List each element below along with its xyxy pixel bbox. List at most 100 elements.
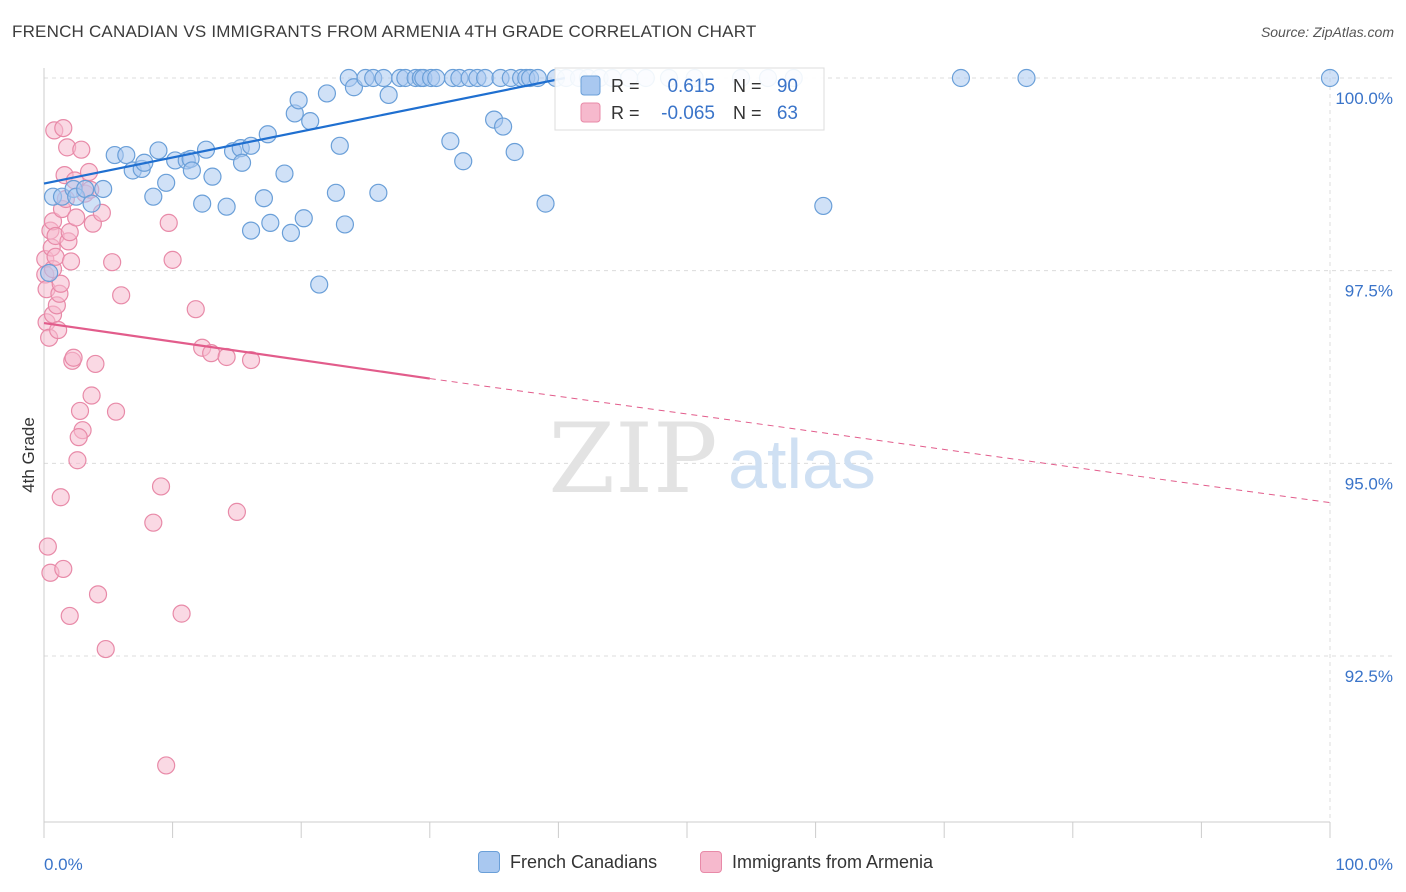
pink-data-point — [227, 502, 246, 521]
stats-n-value-pink: 63 — [777, 103, 798, 124]
pink-trend-line — [43, 321, 430, 380]
blue-data-point — [1320, 68, 1340, 88]
legend-label-blue: French Canadians — [510, 851, 658, 872]
blue-data-point — [294, 209, 313, 228]
stats-box: R = 0.615 N = 90 R = -0.065 N = 63 — [554, 67, 825, 131]
pink-data-point — [159, 213, 178, 232]
tick-labels: 100.0% 97.5% 95.0% 92.5% 0.0% 100.0% — [44, 89, 1393, 874]
blue-data-point — [374, 68, 393, 88]
y-axis-label: 4th Grade — [19, 417, 38, 493]
blue-data-point — [289, 91, 308, 110]
pink-data-point — [186, 300, 205, 319]
pink-data-point — [51, 488, 70, 507]
stats-n-value-blue: 90 — [777, 76, 798, 97]
pink-data-point — [172, 604, 191, 623]
legend-swatch-pink — [700, 851, 722, 873]
legend-label-pink: Immigrants from Armenia — [732, 851, 934, 872]
blue-data-point — [94, 179, 113, 199]
blue-data-point — [281, 223, 301, 243]
blue-data-point — [454, 152, 473, 171]
pink-data-point — [69, 428, 88, 447]
stats-r-value-blue: 0.615 — [667, 76, 715, 97]
blue-data-point — [475, 68, 495, 88]
legend-swatch-blue — [478, 851, 500, 873]
blue-series-points — [40, 68, 1340, 294]
pink-data-point — [46, 247, 65, 266]
grid-lines — [44, 70, 1392, 822]
blue-data-point — [310, 275, 329, 294]
pink-data-point — [157, 756, 176, 775]
pink-data-point — [79, 162, 99, 182]
pink-data-point — [60, 606, 79, 626]
pink-data-point — [82, 386, 101, 405]
blue-data-point — [1017, 68, 1036, 88]
blue-data-point — [330, 136, 349, 155]
blue-data-point — [157, 173, 176, 192]
blue-data-point — [254, 189, 274, 208]
pink-trend-extension — [429, 378, 1331, 504]
blue-data-point — [193, 194, 212, 213]
stats-n-label-blue: N = — [733, 76, 762, 96]
stats-r-label-pink: R = — [611, 103, 640, 123]
pink-series-points — [36, 118, 261, 775]
blue-data-point — [427, 68, 446, 88]
pink-data-point — [151, 477, 171, 496]
blue-data-point — [951, 68, 971, 88]
y-tick-label: 95.0% — [1345, 474, 1393, 493]
blue-data-point — [261, 213, 280, 232]
blue-data-point — [144, 187, 163, 206]
blue-data-point — [217, 197, 236, 216]
pink-data-point — [51, 274, 70, 293]
stats-n-label-pink: N = — [733, 103, 762, 123]
pink-data-point — [86, 354, 105, 374]
legend-item-french-canadians: French Canadians — [478, 851, 657, 873]
pink-data-point — [106, 402, 126, 421]
blue-data-point — [505, 142, 524, 162]
blue-data-point — [149, 141, 168, 160]
pink-data-point — [112, 286, 131, 305]
y-tick-label: 100.0% — [1335, 89, 1393, 108]
pink-data-point — [54, 559, 73, 579]
blue-data-point — [182, 161, 201, 180]
blue-data-point — [275, 164, 294, 183]
blue-data-point — [40, 263, 59, 283]
blue-data-point — [814, 196, 833, 216]
blue-data-point — [203, 167, 222, 186]
pink-data-point — [54, 118, 73, 138]
pink-data-point — [96, 639, 115, 659]
axes — [43, 68, 1331, 838]
blue-data-point — [232, 153, 252, 172]
pink-data-point — [72, 140, 91, 159]
y-tick-label: 92.5% — [1345, 667, 1393, 686]
x-tick-label-max: 100.0% — [1335, 855, 1393, 874]
stats-swatch-pink — [580, 102, 601, 123]
stats-r-value-pink: -0.065 — [661, 103, 715, 124]
blue-data-point — [379, 85, 398, 105]
blue-data-point — [82, 194, 101, 213]
blue-data-point — [326, 183, 346, 202]
blue-data-point — [301, 112, 320, 131]
pink-data-point — [241, 350, 261, 370]
trend-lines — [43, 76, 1331, 504]
y-tick-label: 97.5% — [1345, 282, 1393, 301]
blue-data-point — [317, 84, 337, 103]
pink-data-point — [68, 451, 87, 470]
pink-data-point — [144, 513, 163, 532]
blue-data-point — [369, 183, 388, 202]
pink-data-point — [163, 250, 182, 269]
legend-item-armenia: Immigrants from Armenia — [700, 851, 933, 873]
pink-data-point — [88, 585, 108, 604]
pink-data-point — [67, 208, 86, 227]
stats-r-label-blue: R = — [611, 76, 640, 96]
watermark-atlas: atlas — [728, 425, 876, 503]
watermark-zip: ZIP — [548, 403, 717, 515]
pink-data-point — [61, 252, 81, 271]
x-tick-label-min: 0.0% — [44, 855, 83, 874]
blue-trend-line — [43, 76, 566, 185]
blue-data-point — [335, 215, 355, 234]
pink-data-point — [38, 537, 57, 556]
source-label: Source: ZipAtlas.com — [1260, 24, 1394, 40]
blue-data-point — [536, 194, 555, 213]
blue-data-point — [494, 117, 513, 136]
